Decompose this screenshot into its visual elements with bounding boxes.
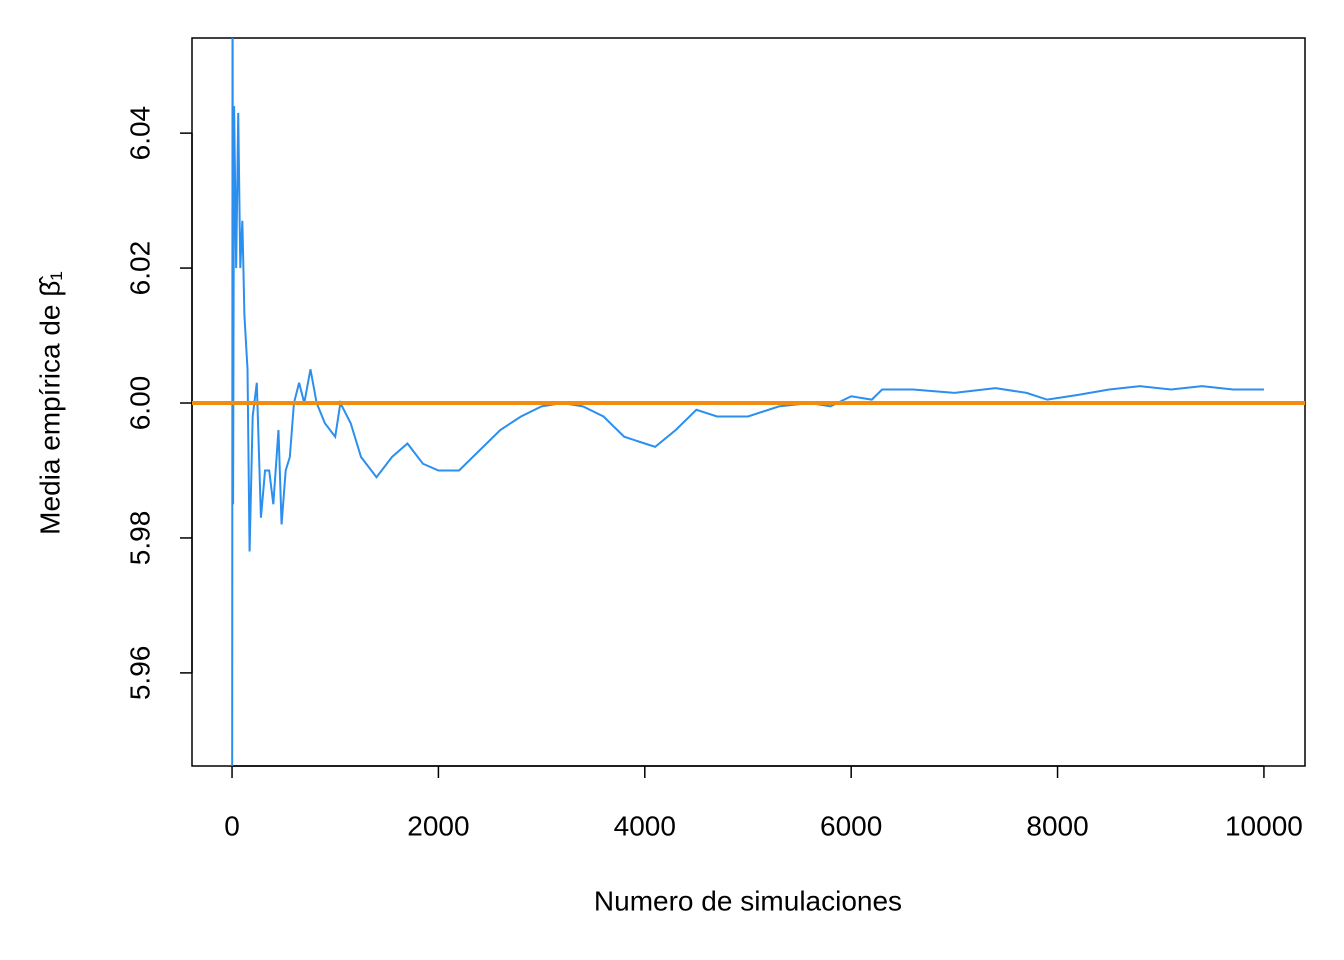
x-tick-label: 2000 [407,810,469,841]
line-series [231,38,1264,766]
x-axis-label: Numero de simulaciones [594,885,902,916]
y-tick-label: 5.98 [124,511,155,566]
x-tick-label: 8000 [1026,810,1088,841]
y-tick-label: 6.00 [124,376,155,431]
y-tick-label: 6.04 [124,106,155,161]
x-tick-label: 6000 [820,810,882,841]
y-tick-label: 5.96 [124,646,155,701]
y-axis-label: Media empírica de β̂₁ [34,271,65,535]
x-tick-label: 0 [224,810,240,841]
x-tick-label: 10000 [1225,810,1303,841]
x-tick-label: 4000 [614,810,676,841]
y-tick-label: 6.02 [124,241,155,296]
